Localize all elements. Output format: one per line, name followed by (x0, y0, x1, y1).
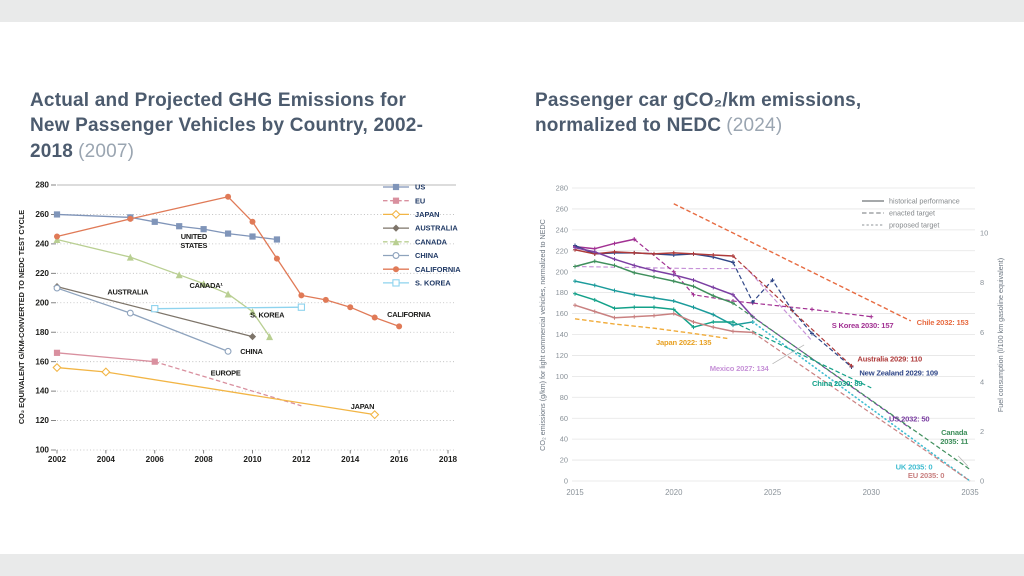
svg-text:historical performance: historical performance (889, 197, 960, 206)
svg-text:JAPAN: JAPAN (351, 402, 375, 411)
svg-text:US 2032: 50: US 2032: 50 (889, 414, 929, 423)
svg-text:20: 20 (560, 456, 568, 465)
svg-text:220: 220 (556, 246, 568, 255)
svg-text:CHINA: CHINA (415, 251, 439, 260)
svg-text:Australia 2029: 110: Australia 2029: 110 (857, 355, 922, 364)
svg-text:120: 120 (556, 351, 568, 360)
svg-text:2006: 2006 (146, 455, 165, 464)
svg-text:200: 200 (556, 267, 568, 276)
svg-text:280: 280 (556, 184, 568, 193)
left-chart-title-text: Actual and Projected GHG Emissions for N… (30, 89, 424, 162)
left-chart-title: Actual and Projected GHG Emissions for N… (30, 88, 430, 164)
svg-text:2: 2 (980, 427, 984, 436)
right-chart-title: Passenger car gCO₂/km emissions, normali… (535, 88, 935, 139)
svg-text:CHINA: CHINA (240, 347, 263, 356)
svg-text:2002: 2002 (48, 455, 67, 464)
svg-text:240: 240 (35, 239, 49, 248)
svg-text:0: 0 (564, 477, 568, 486)
svg-text:60: 60 (560, 414, 568, 423)
svg-text:Fuel consumption (l/100 km gas: Fuel consumption (l/100 km gasoline equi… (996, 258, 1005, 412)
letterbox-bottom-bar (0, 554, 1024, 576)
right-chart-title-year: (2024) (726, 115, 783, 137)
svg-text:AUSTRALIA: AUSTRALIA (107, 288, 149, 297)
svg-text:enacted target: enacted target (889, 209, 935, 218)
svg-text:180: 180 (556, 288, 568, 297)
svg-text:10: 10 (980, 229, 988, 238)
svg-text:4: 4 (980, 377, 984, 386)
svg-text:160: 160 (556, 309, 568, 318)
svg-text:100: 100 (556, 372, 568, 381)
svg-text:40: 40 (560, 435, 568, 444)
svg-text:280: 280 (35, 181, 49, 190)
svg-text:2025: 2025 (764, 488, 782, 497)
svg-text:2008: 2008 (195, 455, 214, 464)
svg-text:US: US (415, 183, 425, 192)
svg-text:100: 100 (35, 446, 49, 455)
svg-text:2020: 2020 (665, 488, 683, 497)
svg-text:Chile 2032: 153: Chile 2032: 153 (917, 318, 969, 327)
svg-text:CANADA¹: CANADA¹ (190, 281, 224, 290)
svg-text:0: 0 (980, 477, 984, 486)
svg-text:JAPAN: JAPAN (415, 210, 440, 219)
svg-text:6: 6 (980, 328, 984, 337)
svg-text:260: 260 (556, 205, 568, 214)
letterbox-top-bar (0, 0, 1024, 22)
svg-text:Japan 2022: 135: Japan 2022: 135 (656, 338, 712, 347)
svg-text:2012: 2012 (292, 455, 311, 464)
ghg-emissions-line-chart: 100 120 140 160 180 200 220 240 260 280 2002 2004 20… (17, 181, 461, 464)
svg-text:2018: 2018 (439, 455, 458, 464)
svg-text:CALIFORNIA: CALIFORNIA (415, 265, 461, 274)
svg-text:8: 8 (980, 278, 984, 287)
svg-text:240: 240 (556, 225, 568, 234)
svg-text:S Korea 2030: 157: S Korea 2030: 157 (832, 321, 894, 330)
svg-text:80: 80 (560, 393, 568, 402)
svg-text:CANADA: CANADA (415, 237, 448, 246)
svg-text:EUROPE: EUROPE (211, 369, 241, 378)
svg-text:STATES: STATES (180, 241, 207, 250)
svg-text:180: 180 (35, 328, 49, 337)
svg-text:China 2030: 89: China 2030: 89 (812, 379, 862, 388)
svg-text:2010: 2010 (243, 455, 262, 464)
svg-text:2014: 2014 (341, 455, 360, 464)
right-chart-title-text: Passenger car gCO₂/km emissions, normali… (535, 89, 862, 137)
svg-text:Mexico 2027: 134: Mexico 2027: 134 (710, 364, 770, 373)
svg-text:AUSTRALIA: AUSTRALIA (415, 224, 458, 233)
svg-text:S. KOREA: S. KOREA (250, 311, 285, 320)
svg-text:2015: 2015 (566, 488, 584, 497)
svg-text:160: 160 (35, 357, 49, 366)
svg-text:200: 200 (35, 298, 49, 307)
svg-text:120: 120 (35, 416, 49, 425)
left-chart-title-year: (2007) (78, 140, 135, 162)
svg-text:CO₂ EQUIVALENT G/KM-CONVERTED: CO₂ EQUIVALENT G/KM-CONVERTED TO NEDC TE… (17, 210, 26, 424)
svg-text:2004: 2004 (97, 455, 116, 464)
svg-text:CALIFORNIA: CALIFORNIA (387, 310, 431, 319)
svg-text:EU 2035: 0: EU 2035: 0 (908, 471, 944, 480)
svg-text:proposed target: proposed target (889, 221, 939, 230)
svg-text:260: 260 (35, 210, 49, 219)
svg-text:140: 140 (35, 387, 49, 396)
svg-text:140: 140 (556, 330, 568, 339)
svg-text:UK 2035: 0: UK 2035: 0 (896, 462, 933, 471)
svg-text:EU: EU (415, 196, 425, 205)
svg-text:2035: 2035 (961, 488, 979, 497)
svg-text:UNITED: UNITED (181, 232, 208, 241)
svg-text:S. KOREA: S. KOREA (415, 279, 451, 288)
gco2-per-km-line-chart: 0204060801001201401601802002202402602802… (538, 184, 1005, 497)
svg-text:220: 220 (35, 269, 49, 278)
svg-text:2016: 2016 (390, 455, 409, 464)
svg-text:CO₂ emissions (g/km) for light: CO₂ emissions (g/km) for light commercia… (538, 219, 547, 451)
svg-text:New Zealand 2029: 109: New Zealand 2029: 109 (859, 368, 938, 377)
svg-text:2035: 11: 2035: 11 (940, 437, 969, 446)
svg-text:Canada: Canada (941, 428, 968, 437)
svg-text:2030: 2030 (863, 488, 881, 497)
